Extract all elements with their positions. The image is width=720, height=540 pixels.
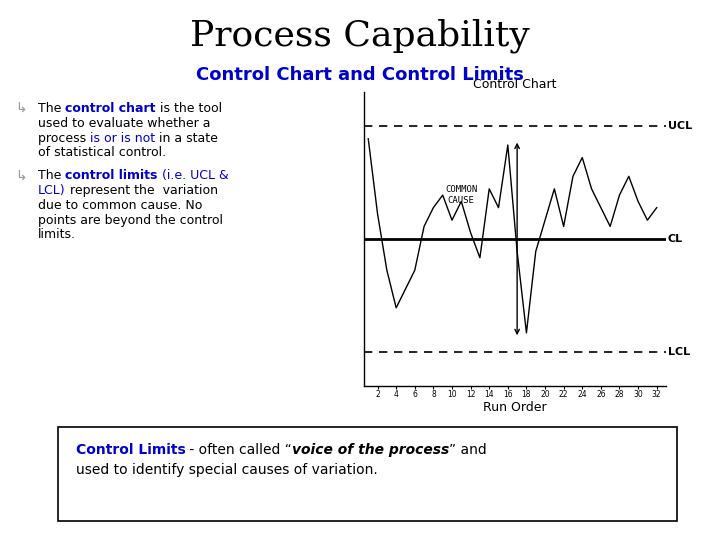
Text: in a state: in a state (156, 132, 218, 145)
Text: control limits: control limits (66, 169, 158, 182)
Text: - often called “: - often called “ (185, 443, 292, 457)
Text: limits.: limits. (38, 228, 76, 241)
Text: ” and: ” and (449, 443, 487, 457)
Text: used to identify special causes of variation.: used to identify special causes of varia… (76, 463, 377, 477)
X-axis label: Run Order: Run Order (483, 401, 546, 414)
Text: UCL: UCL (668, 122, 692, 131)
Text: is or is not: is or is not (90, 132, 156, 145)
Text: COMMON
CAUSE: COMMON CAUSE (445, 185, 477, 205)
Text: The: The (38, 102, 66, 115)
Text: ↳: ↳ (15, 102, 27, 116)
Text: points are beyond the control: points are beyond the control (38, 214, 223, 227)
Text: (i.e. UCL &: (i.e. UCL & (158, 169, 228, 182)
Text: Control Limits: Control Limits (76, 443, 185, 457)
Text: Process Capability: Process Capability (190, 19, 530, 53)
Text: CL: CL (668, 234, 683, 244)
Text: LCL: LCL (668, 347, 690, 356)
Text: process: process (38, 132, 90, 145)
Text: control chart: control chart (66, 102, 156, 115)
Text: Control Chart and Control Limits: Control Chart and Control Limits (196, 66, 524, 84)
Text: voice of the process: voice of the process (292, 443, 449, 457)
Text: ↳: ↳ (15, 169, 27, 183)
Text: represent the  variation: represent the variation (66, 184, 217, 197)
Text: of statistical control.: of statistical control. (38, 146, 166, 159)
FancyBboxPatch shape (58, 427, 677, 521)
Text: LCL): LCL) (38, 184, 66, 197)
Text: is the tool: is the tool (156, 102, 222, 115)
Text: due to common cause. No: due to common cause. No (38, 199, 202, 212)
Title: Control Chart: Control Chart (473, 78, 557, 91)
Text: The: The (38, 169, 66, 182)
Text: used to evaluate whether a: used to evaluate whether a (38, 117, 210, 130)
